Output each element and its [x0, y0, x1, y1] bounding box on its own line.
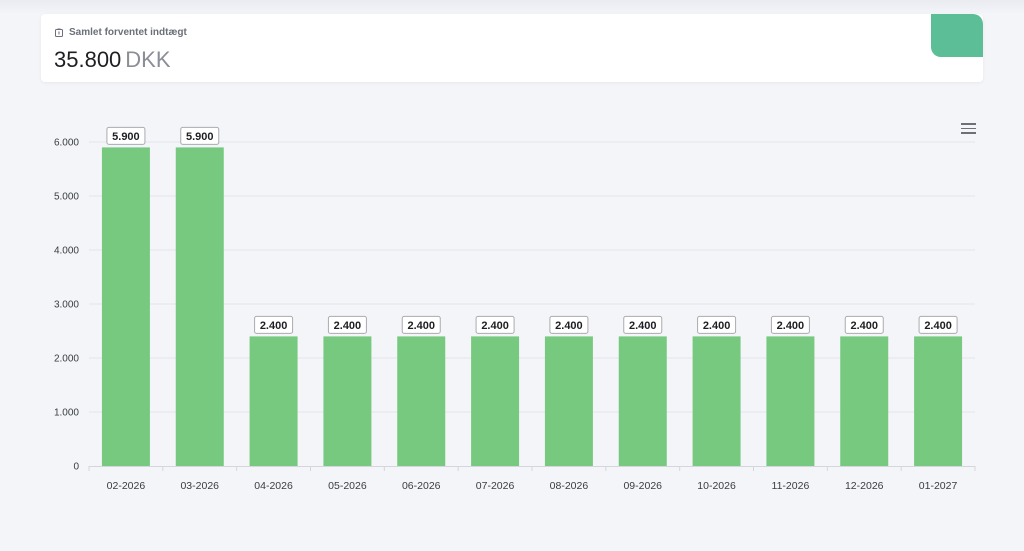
data-label: 2.400 [850, 320, 878, 332]
bar [397, 336, 446, 466]
bar [175, 147, 224, 466]
x-tick-label: 01-2027 [919, 480, 958, 492]
data-label-box [918, 315, 958, 334]
x-tick-label: 09-2026 [623, 480, 662, 492]
data-label-box [697, 315, 737, 334]
y-tick-label: 5.000 [54, 192, 79, 203]
x-tick-label: 12-2026 [845, 480, 884, 492]
data-label-box [327, 315, 367, 334]
summary-label-row: Samlet forventet indtægt [55, 27, 187, 38]
bar [323, 336, 372, 466]
top-bar-shadow [0, 0, 1024, 14]
x-tick-label: 06-2026 [402, 480, 441, 492]
data-label: 2.400 [924, 320, 952, 332]
bar [101, 147, 150, 466]
data-label-box [475, 315, 515, 334]
data-label: 2.400 [703, 320, 731, 332]
y-tick-label: 2.000 [54, 354, 79, 365]
accent-tab [931, 14, 983, 57]
bar [692, 336, 741, 466]
data-label-box [106, 126, 146, 145]
bar [471, 336, 520, 466]
data-label: 2.400 [555, 320, 583, 332]
bar [618, 336, 667, 466]
bar [914, 336, 963, 466]
bar-chart: 0 1.000 2.000 3.000 4.000 5.000 6.000 5.900 02-2… [54, 126, 976, 492]
data-label: 2.400 [407, 320, 435, 332]
data-label-box [401, 315, 441, 334]
summary-currency: DKK [125, 47, 171, 72]
x-tick-label: 05-2026 [328, 480, 367, 492]
summary-label: Samlet forventet indtægt [69, 27, 187, 38]
y-tick-label: 4.000 [54, 246, 79, 257]
data-label: 2.400 [260, 320, 288, 332]
x-tick-label: 11-2026 [772, 480, 810, 492]
data-label-box [623, 315, 663, 334]
summary-card: Samlet forventet indtægt 35.800 DKK [41, 14, 983, 82]
bar [840, 336, 889, 466]
x-tick-label: 02-2026 [107, 480, 146, 492]
data-label-box [180, 126, 220, 145]
data-label: 5.900 [112, 131, 140, 143]
y-tick-label: 6.000 [54, 138, 79, 149]
data-label: 2.400 [481, 320, 509, 332]
y-tick-label: 1.000 [54, 408, 79, 419]
x-tick-label: 08-2026 [550, 480, 589, 492]
hamburger-menu-icon[interactable] [961, 123, 976, 134]
data-label-box [549, 315, 589, 334]
data-label-box [844, 315, 884, 334]
y-tick-label: 3.000 [54, 300, 79, 311]
data-label: 2.400 [777, 320, 805, 332]
summary-amount: 35.800 [54, 47, 122, 72]
data-label: 2.400 [334, 320, 362, 332]
x-tick-label: 03-2026 [180, 480, 219, 492]
bar [544, 336, 593, 466]
bar [766, 336, 815, 466]
x-tick-label: 04-2026 [254, 480, 293, 492]
piggy-bank-icon [55, 28, 63, 37]
data-label: 5.900 [186, 131, 214, 143]
x-tick-label: 10-2026 [697, 480, 736, 492]
data-label-box [770, 315, 810, 334]
summary-value: 35.800 DKK [54, 47, 171, 73]
data-label-box [254, 315, 294, 334]
bar [249, 336, 298, 466]
data-label: 2.400 [629, 320, 657, 332]
y-tick-label: 0 [73, 462, 79, 473]
chart-area: 0 1.000 2.000 3.000 4.000 5.000 6.000 5.900 02-2… [0, 100, 1024, 520]
x-tick-label: 07-2026 [476, 480, 515, 492]
